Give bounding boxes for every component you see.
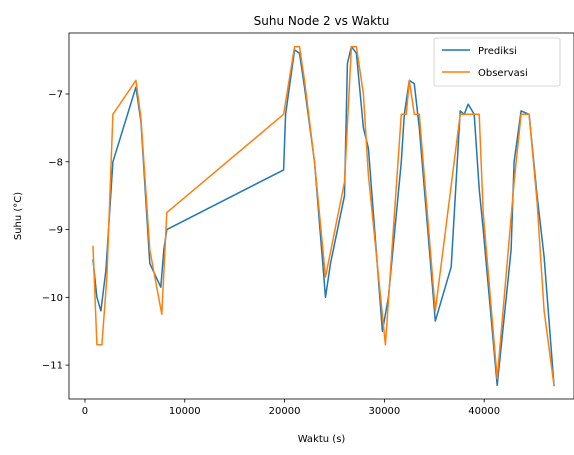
plot-area-frame — [68, 32, 574, 400]
x-tick-label: 20000 — [269, 406, 301, 417]
x-axis-label: Waktu (s) — [298, 434, 346, 445]
y-tick-label: −11 — [42, 361, 63, 372]
legend-label-observasi: Observasi — [478, 68, 528, 79]
plot-lines — [92, 45, 555, 387]
y-tick-label: −8 — [48, 157, 63, 168]
x-axis: 0 10000 20000 30000 40000 — [82, 399, 500, 417]
y-axis: −11 −10 −9 −8 −7 — [42, 90, 69, 372]
x-tick-label: 10000 — [169, 406, 201, 417]
series-line-observasi — [92, 45, 555, 387]
x-tick-label: 40000 — [468, 406, 500, 417]
y-tick-label: −7 — [48, 90, 63, 101]
x-tick-label: 0 — [82, 406, 88, 417]
y-tick-label: −10 — [42, 293, 63, 304]
x-tick-label: 30000 — [368, 406, 400, 417]
legend: Prediksi Observasi — [433, 37, 561, 87]
chart-title: Suhu Node 2 vs Waktu — [254, 14, 390, 28]
y-tick-label: −9 — [48, 225, 63, 236]
legend-label-prediksi: Prediksi — [478, 46, 517, 57]
y-axis-label: Suhu (°C) — [13, 192, 24, 240]
